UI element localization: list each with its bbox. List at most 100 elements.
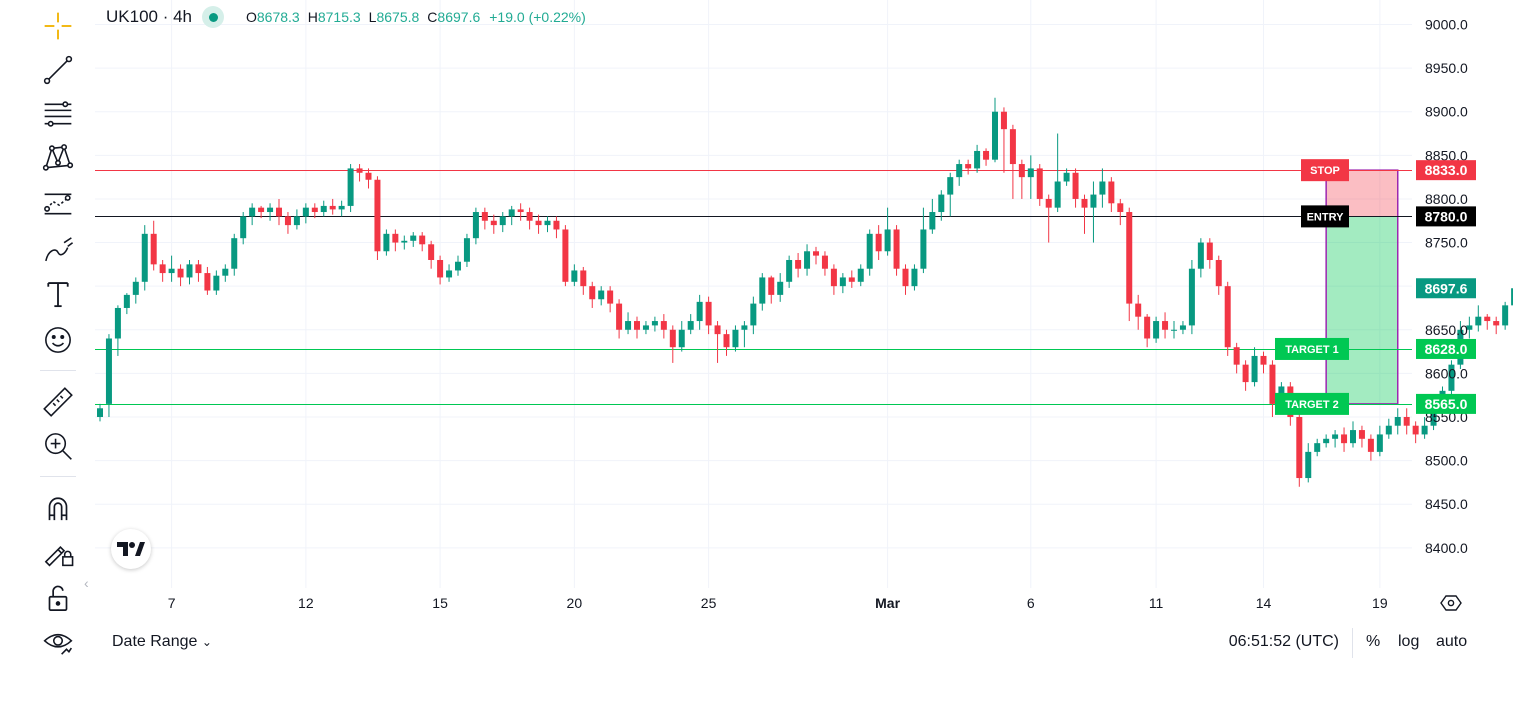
level-tag-label: STOP <box>1310 165 1340 177</box>
eye-icon[interactable] <box>38 624 78 660</box>
candle-body <box>589 286 596 300</box>
collapse-arrow-icon[interactable]: ‹ <box>84 575 89 591</box>
log-scale-button[interactable]: log <box>1398 633 1420 650</box>
candle-body <box>857 268 864 282</box>
candle-body <box>741 325 748 330</box>
brush-icon[interactable] <box>38 232 78 268</box>
candle-body <box>1054 181 1061 208</box>
level-price-label: 8833.0 <box>1425 162 1468 178</box>
level-price-tag <box>1416 160 1476 181</box>
low-value: 8675.8 <box>376 9 420 25</box>
candle-body <box>1305 451 1312 479</box>
candle-body <box>625 321 632 330</box>
candle-body <box>1144 316 1151 339</box>
candle-body <box>1215 259 1222 287</box>
candle-body <box>1448 364 1455 391</box>
percent-scale-button[interactable]: % <box>1366 633 1381 650</box>
candle-body <box>1350 430 1356 444</box>
time-tick-label: Mar <box>875 595 900 611</box>
time-tick-label: 20 <box>567 595 583 611</box>
candle-body <box>105 338 112 404</box>
magnet-icon[interactable] <box>38 490 78 526</box>
candle-body <box>965 164 972 169</box>
candle-body <box>544 220 551 226</box>
candle-body <box>517 209 524 213</box>
candle-body <box>374 179 381 252</box>
candle-body <box>329 205 336 210</box>
ruler-icon[interactable] <box>38 384 78 420</box>
candle-body <box>1394 416 1401 426</box>
time-tick-label: 19 <box>1372 595 1388 611</box>
candle-body <box>571 270 578 282</box>
candle-body <box>347 168 354 206</box>
text-icon[interactable] <box>38 276 78 312</box>
candle-body <box>795 259 802 269</box>
candle-body <box>1430 408 1437 426</box>
candle-body <box>1179 325 1186 330</box>
candle-body <box>768 277 775 295</box>
candle-body <box>1000 111 1007 130</box>
utc-clock[interactable]: 06:51:52 (UTC) <box>1228 633 1339 650</box>
toolbar-divider <box>40 370 76 371</box>
level-price-label: 8780.0 <box>1425 208 1468 224</box>
prediction-icon[interactable] <box>38 186 78 222</box>
auto-scale-button[interactable]: auto <box>1436 633 1468 650</box>
candlestick-series <box>97 97 1513 487</box>
candle-body <box>97 408 103 417</box>
candle-body <box>723 334 730 348</box>
candle-body <box>1376 434 1383 452</box>
market-status-icon[interactable] <box>202 6 224 28</box>
candle-body <box>365 172 372 180</box>
level-labels: STOP 8833.0 ENTRY 8780.0 TARGET 1 8628.0 TARGE… <box>1275 159 1476 415</box>
price-change: +19.0 (+0.22%) <box>489 9 586 25</box>
fib-retracement-icon[interactable] <box>38 96 78 132</box>
candle-body <box>508 209 515 217</box>
candle-body <box>123 294 130 308</box>
level-price-tag <box>1416 206 1476 227</box>
candle-body <box>1323 438 1330 444</box>
tradingview-logo-icon[interactable] <box>111 529 151 569</box>
candle-body <box>938 194 945 213</box>
candle-body <box>929 212 936 230</box>
crosshair-icon[interactable] <box>38 8 78 44</box>
price-level-lines <box>95 170 1412 405</box>
trend-line-icon[interactable] <box>38 52 78 88</box>
candle-body <box>1108 181 1115 204</box>
symbol-legend: UK100 · 4h O 8678.3 H 8715.3 L 8675.8 C 8697… <box>106 5 586 29</box>
emoji-icon[interactable] <box>38 322 78 358</box>
candle-body <box>607 290 614 304</box>
candle-body <box>1260 355 1267 365</box>
unlock-icon[interactable] <box>38 580 78 616</box>
candle-body <box>759 277 766 304</box>
high-value: 8715.3 <box>317 9 361 25</box>
candle-body <box>687 321 694 330</box>
candle-body <box>777 281 784 295</box>
candle-body <box>813 251 819 256</box>
candle-body <box>920 229 927 269</box>
zoom-in-icon[interactable] <box>38 428 78 464</box>
candle-body <box>1412 425 1419 435</box>
date-range-label: Date Range <box>112 633 198 650</box>
candle-body <box>356 168 363 173</box>
candle-body <box>1367 438 1374 452</box>
candle-body <box>1511 288 1513 306</box>
drawing-toolbar <box>0 0 94 702</box>
symbol-title[interactable]: UK100 · 4h <box>106 7 192 26</box>
price-tick-label: 8650.0 <box>1425 322 1468 338</box>
candle-body <box>616 303 623 330</box>
pattern-icon[interactable] <box>38 140 78 176</box>
time-tick-label: 6 <box>1027 595 1035 611</box>
candle-body <box>195 264 202 274</box>
candle-body <box>231 238 238 269</box>
candle-body <box>1153 321 1160 339</box>
chart-settings-icon[interactable] <box>1440 595 1462 611</box>
level-tag-label: ENTRY <box>1307 211 1345 223</box>
candle-body <box>1117 203 1124 213</box>
candle-body <box>1251 355 1258 383</box>
candle-body <box>1072 172 1079 199</box>
candle-body <box>249 207 256 217</box>
gear-shape <box>1440 595 1462 611</box>
lock-drawings-icon[interactable] <box>38 534 78 570</box>
date-range-button[interactable]: Date Range ⌄ <box>112 633 212 651</box>
